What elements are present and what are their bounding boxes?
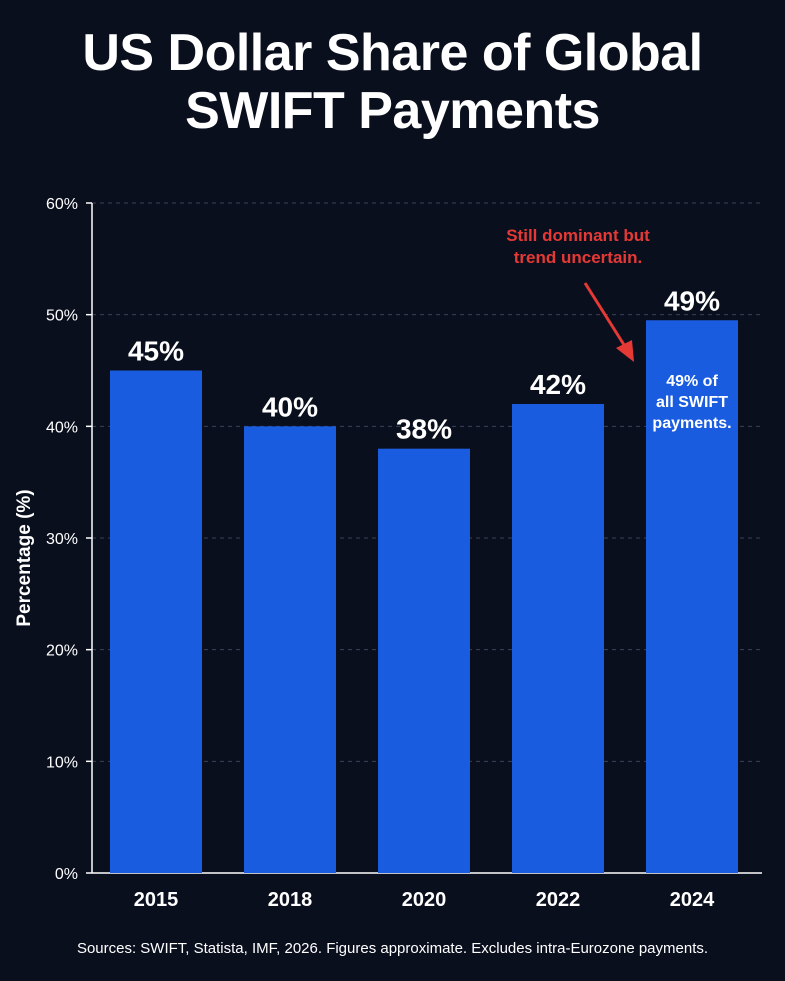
- bar: [512, 404, 604, 873]
- x-tick-label: 2015: [134, 889, 179, 911]
- y-tick-label: 60%: [46, 196, 78, 213]
- bar: [378, 448, 470, 873]
- source-note: Sources: SWIFT, Statista, IMF, 2026. Fig…: [76, 940, 709, 957]
- bar: [110, 370, 202, 873]
- bar: [244, 426, 336, 873]
- bar-note-line: payments.: [652, 415, 731, 432]
- callout-line: trend uncertain.: [514, 248, 642, 267]
- x-tick-label: 2018: [268, 889, 313, 911]
- chart-title: US Dollar Share of Global SWIFT Payments: [0, 24, 785, 140]
- y-tick-label: 20%: [46, 643, 78, 660]
- chart-title-line-2: SWIFT Payments: [185, 82, 600, 140]
- y-axis-label: Percentage (%): [14, 489, 35, 626]
- bar-note-line: 49% of: [666, 373, 718, 390]
- callout-arrow-shaft: [583, 282, 628, 349]
- y-tick-label: 50%: [46, 308, 78, 325]
- y-tick-label: 30%: [46, 531, 78, 548]
- callout-line: Still dominant but: [506, 226, 650, 245]
- chart-title-line-1: US Dollar Share of Global: [82, 24, 703, 82]
- data-label: 42%: [530, 369, 586, 400]
- x-tick-label: 2022: [536, 889, 581, 911]
- bar-note-line: all SWIFT: [656, 394, 728, 411]
- bar: [646, 320, 738, 873]
- x-tick-label: 2020: [402, 889, 447, 911]
- data-label: 38%: [396, 414, 452, 445]
- data-label: 40%: [262, 391, 318, 422]
- callout-arrow-head: [616, 340, 634, 362]
- data-label: 49%: [664, 285, 720, 316]
- y-tick-label: 0%: [55, 866, 78, 883]
- data-label: 45%: [128, 336, 184, 367]
- y-tick-label: 40%: [46, 419, 78, 436]
- x-tick-label: 2024: [670, 889, 715, 911]
- y-tick-label: 10%: [46, 754, 78, 771]
